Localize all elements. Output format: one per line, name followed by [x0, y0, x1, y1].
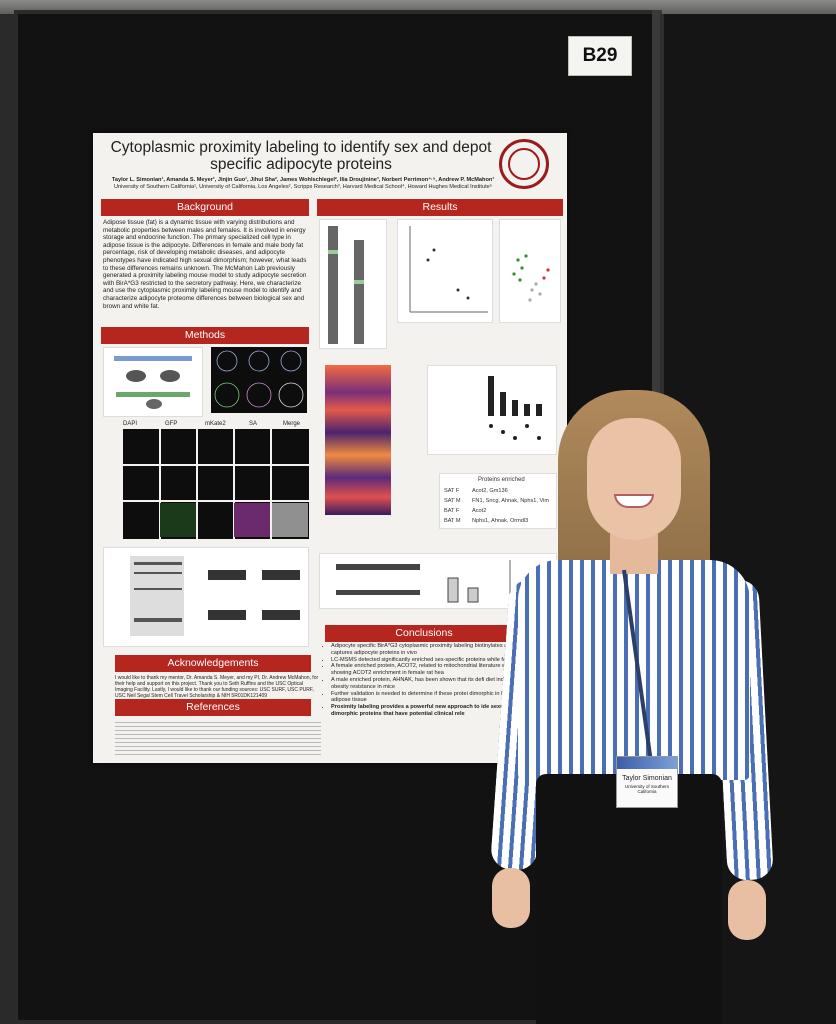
enriched-proteins-table-f: Proteins enriched SAT F Acot2, Gm136 SAT…	[439, 473, 557, 529]
conclusions-header: Conclusions	[325, 625, 523, 642]
conclusion-item: Adipocyte specific BirA*G3 cytoplasmic p…	[331, 643, 531, 657]
left-hand	[492, 868, 530, 928]
right-hand	[728, 880, 766, 940]
neck	[610, 534, 658, 574]
table-row-proteins: Nphs1, Ahnak, Ormdl3	[472, 518, 529, 524]
face	[587, 418, 681, 540]
badge-band	[617, 757, 677, 769]
striped-shirt	[518, 560, 750, 780]
left-wall	[0, 14, 14, 1024]
table-row-group: BAT F	[444, 508, 460, 514]
channel-label-sa: SA	[249, 421, 258, 427]
results-volcano-c	[499, 219, 561, 323]
conclusions-list: Adipocyte specific BirA*G3 cytoplasmic p…	[321, 643, 531, 718]
results-header: Results	[317, 199, 563, 216]
references-header: References	[115, 699, 311, 716]
western-blot-figures	[103, 547, 309, 647]
table-row-proteins: FN1, Sncg, Ahnak, Nphs1, Vim	[472, 498, 550, 504]
background-text: Adipose tissue (fat) is a dynamic tissue…	[103, 219, 307, 310]
proteomics-heatmap-d	[325, 365, 391, 515]
channel-label-merge: Merge	[283, 421, 301, 427]
presenter-person: Taylor Simonian University of Southern C…	[488, 390, 774, 1024]
conclusion-item: A male enriched protein, AHNAK, has been…	[331, 677, 531, 691]
conclusion-item: LC-MSMS detected significantly enriched …	[331, 657, 531, 664]
author-list: Taylor L. Simonian¹, Amanda S. Meyer¹, J…	[111, 177, 495, 183]
results-figure-a	[319, 219, 387, 349]
channel-label-dapi: DAPI	[123, 421, 138, 427]
methods-diagram-a	[103, 347, 203, 417]
conclusion-item: Proximity labeling provides a powerful n…	[331, 704, 531, 718]
table-row-proteins: Acot2	[472, 508, 487, 514]
conclusion-item: A female enriched protein, ACOT2, relate…	[331, 663, 531, 677]
badge-org: University of Southern California	[624, 784, 670, 794]
acknowledgements-text: I would like to thank my mentor, Dr. Ama…	[115, 675, 319, 699]
acknowledgements-header: Acknowledgements	[115, 655, 311, 672]
table-row-group: SAT F	[444, 488, 460, 494]
university-seal-icon	[499, 139, 549, 189]
black-pants	[536, 774, 722, 1024]
references-list	[115, 719, 321, 757]
results-scatter-b	[397, 219, 493, 323]
name-badge: Taylor Simonian University of Southern C…	[616, 756, 678, 808]
poster-authors: Taylor L. Simonian¹, Amanda S. Meyer¹, J…	[103, 177, 503, 191]
microscopy-panel-grid	[123, 429, 309, 539]
channel-label-gfp: GFP	[165, 421, 178, 427]
results-upset-plot-e	[427, 365, 557, 455]
affiliation-list: University of Southern California¹, Univ…	[113, 184, 493, 190]
poster-title: Cytoplasmic proximity labeling to identi…	[101, 139, 501, 173]
badge-name: Taylor Simonian	[622, 775, 672, 782]
booth-number-sign: B29	[568, 36, 632, 76]
mouse-model-diagram	[114, 356, 192, 409]
channel-label-mkate2: mKate2	[205, 421, 226, 427]
methods-header: Methods	[101, 327, 309, 344]
table-row-group: SAT M	[444, 498, 461, 504]
table-row-group: BAT M	[444, 518, 461, 524]
conclusion-item: Further validation is needed to determin…	[331, 691, 531, 705]
table-row-proteins: Acot2, Gm136	[472, 488, 508, 494]
research-poster: Cytoplasmic proximity labeling to identi…	[93, 133, 567, 763]
poster-title-line-1: Cytoplasmic proximity labeling to identi…	[110, 139, 492, 156]
poster-title-line-2: specific adipocyte proteins	[210, 156, 392, 173]
table-header: Proteins enriched	[478, 477, 525, 483]
methods-microscopy-b	[211, 347, 307, 413]
background-header: Background	[101, 199, 309, 216]
